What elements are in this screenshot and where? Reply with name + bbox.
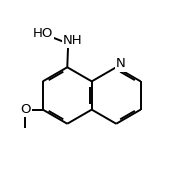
Text: N: N: [116, 57, 126, 70]
Text: O: O: [20, 103, 31, 116]
Text: HO: HO: [33, 27, 53, 40]
Text: NH: NH: [63, 34, 83, 47]
